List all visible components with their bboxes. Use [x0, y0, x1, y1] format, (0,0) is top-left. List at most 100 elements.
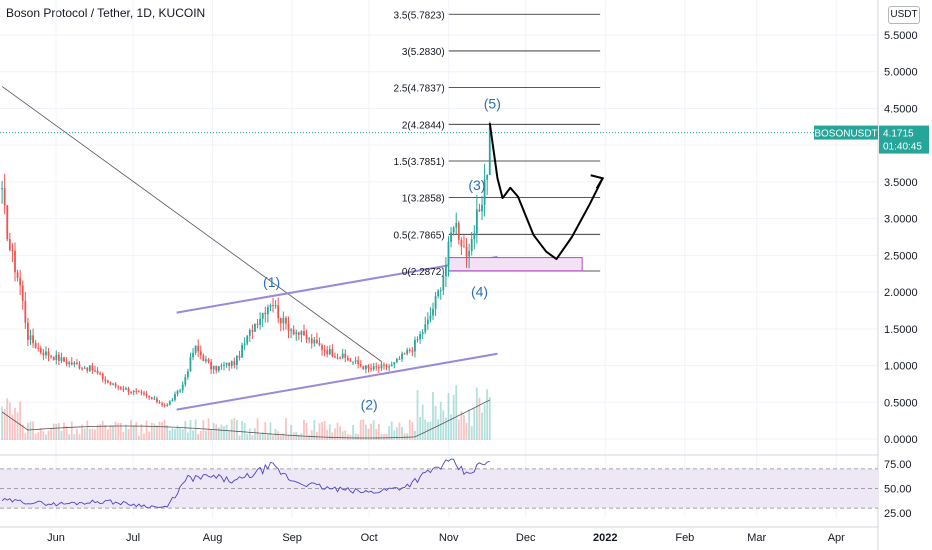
candle: [132, 390, 135, 393]
candle: [385, 364, 388, 368]
volume-bar: [393, 430, 396, 440]
candle: [156, 398, 158, 403]
candle: [11, 249, 14, 251]
candle: [303, 331, 305, 336]
wave-label-5: (5): [484, 95, 501, 111]
volume-bar: [68, 434, 71, 440]
volume-bar: [50, 429, 53, 440]
price-tick-label-10: 0.5000: [884, 397, 918, 409]
volume-bar: [1, 406, 3, 440]
volume-bar: [70, 421, 73, 440]
candle: [57, 354, 60, 361]
candle: [256, 323, 259, 325]
volume-bar: [447, 393, 450, 440]
volume-bars: [1, 385, 491, 440]
candle: [354, 360, 357, 362]
candle: [285, 317, 287, 324]
volume-bar: [153, 423, 156, 440]
price-tick-label-2: 4.5000: [884, 103, 918, 115]
candle: [130, 391, 133, 393]
price-tick-label-9: 1.0000: [884, 361, 918, 373]
volume-bar: [45, 434, 47, 440]
volume-bar: [202, 420, 205, 440]
candle: [45, 351, 47, 356]
candle: [86, 367, 89, 371]
candle: [326, 350, 329, 355]
candle: [259, 318, 262, 325]
candle: [455, 223, 458, 228]
volume-bar: [450, 414, 452, 440]
volume-bar: [251, 435, 254, 440]
volume-bar: [42, 431, 45, 440]
candle: [29, 335, 32, 340]
candle: [34, 343, 37, 348]
candle: [346, 357, 349, 361]
candle: [181, 384, 184, 391]
volume-bar: [88, 428, 91, 440]
currency-button[interactable]: USDT: [888, 6, 920, 24]
volume-bar: [163, 419, 166, 440]
price-tick-label-7: 2.0000: [884, 287, 918, 299]
candle: [416, 339, 419, 341]
volume-bar: [78, 434, 81, 440]
volume-bar: [104, 425, 107, 440]
candle: [88, 365, 91, 371]
volume-bar: [217, 427, 220, 440]
time-tick-label-6: Dec: [516, 532, 536, 544]
candle: [202, 355, 205, 362]
volume-bar: [57, 422, 60, 440]
candle: [274, 305, 277, 307]
volume-bar: [486, 389, 489, 440]
projection-arrowhead: [590, 174, 605, 189]
candle: [158, 402, 161, 404]
time-tick-label-3: Sep: [282, 532, 302, 544]
candle: [318, 343, 321, 346]
volume-bar: [140, 424, 143, 440]
channel-upper-line: [176, 255, 498, 314]
volume-bar: [357, 434, 360, 440]
candle: [96, 370, 99, 374]
candle: [429, 315, 432, 320]
candle: [463, 246, 465, 248]
volume-bar: [292, 432, 295, 440]
volume-bar: [349, 434, 352, 440]
candle: [393, 362, 396, 365]
candle: [24, 301, 27, 323]
candle: [236, 355, 238, 365]
candle: [248, 330, 251, 336]
volume-bar: [148, 431, 151, 440]
volume-bar: [460, 411, 463, 440]
volume-bar: [408, 420, 411, 440]
candle: [445, 264, 447, 277]
candle: [437, 290, 440, 297]
candle: [39, 348, 42, 353]
volume-bar: [380, 434, 383, 440]
candle: [91, 365, 94, 371]
volume-bar: [184, 420, 187, 440]
candle: [161, 403, 163, 405]
volume-bar: [122, 431, 125, 440]
candle: [68, 362, 71, 365]
volume-bar: [47, 430, 50, 440]
volume-bar: [37, 432, 40, 440]
volume-bar: [254, 428, 256, 440]
volume-bar: [308, 434, 311, 440]
fib-level-label-2: 2.5(4.7837): [394, 84, 445, 95]
candle: [217, 366, 220, 371]
candle: [352, 361, 354, 363]
candle: [63, 357, 65, 362]
volume-bar: [248, 428, 251, 440]
volume-bar: [475, 387, 478, 440]
volume-bar: [230, 419, 233, 440]
candle: [313, 339, 316, 344]
volume-bar: [259, 434, 262, 440]
candle: [339, 357, 342, 359]
candle: [241, 344, 243, 358]
volume-bar: [210, 430, 212, 440]
volume-bar: [279, 435, 282, 440]
price-tick-label-0: 5.5000: [884, 30, 918, 42]
fib-extension: 3.5(5.7823) 3(5.2830) 2.5(4.7837) 2(4.2844)…: [394, 10, 601, 278]
volume-bar: [411, 421, 414, 440]
volume-bar: [145, 420, 148, 440]
